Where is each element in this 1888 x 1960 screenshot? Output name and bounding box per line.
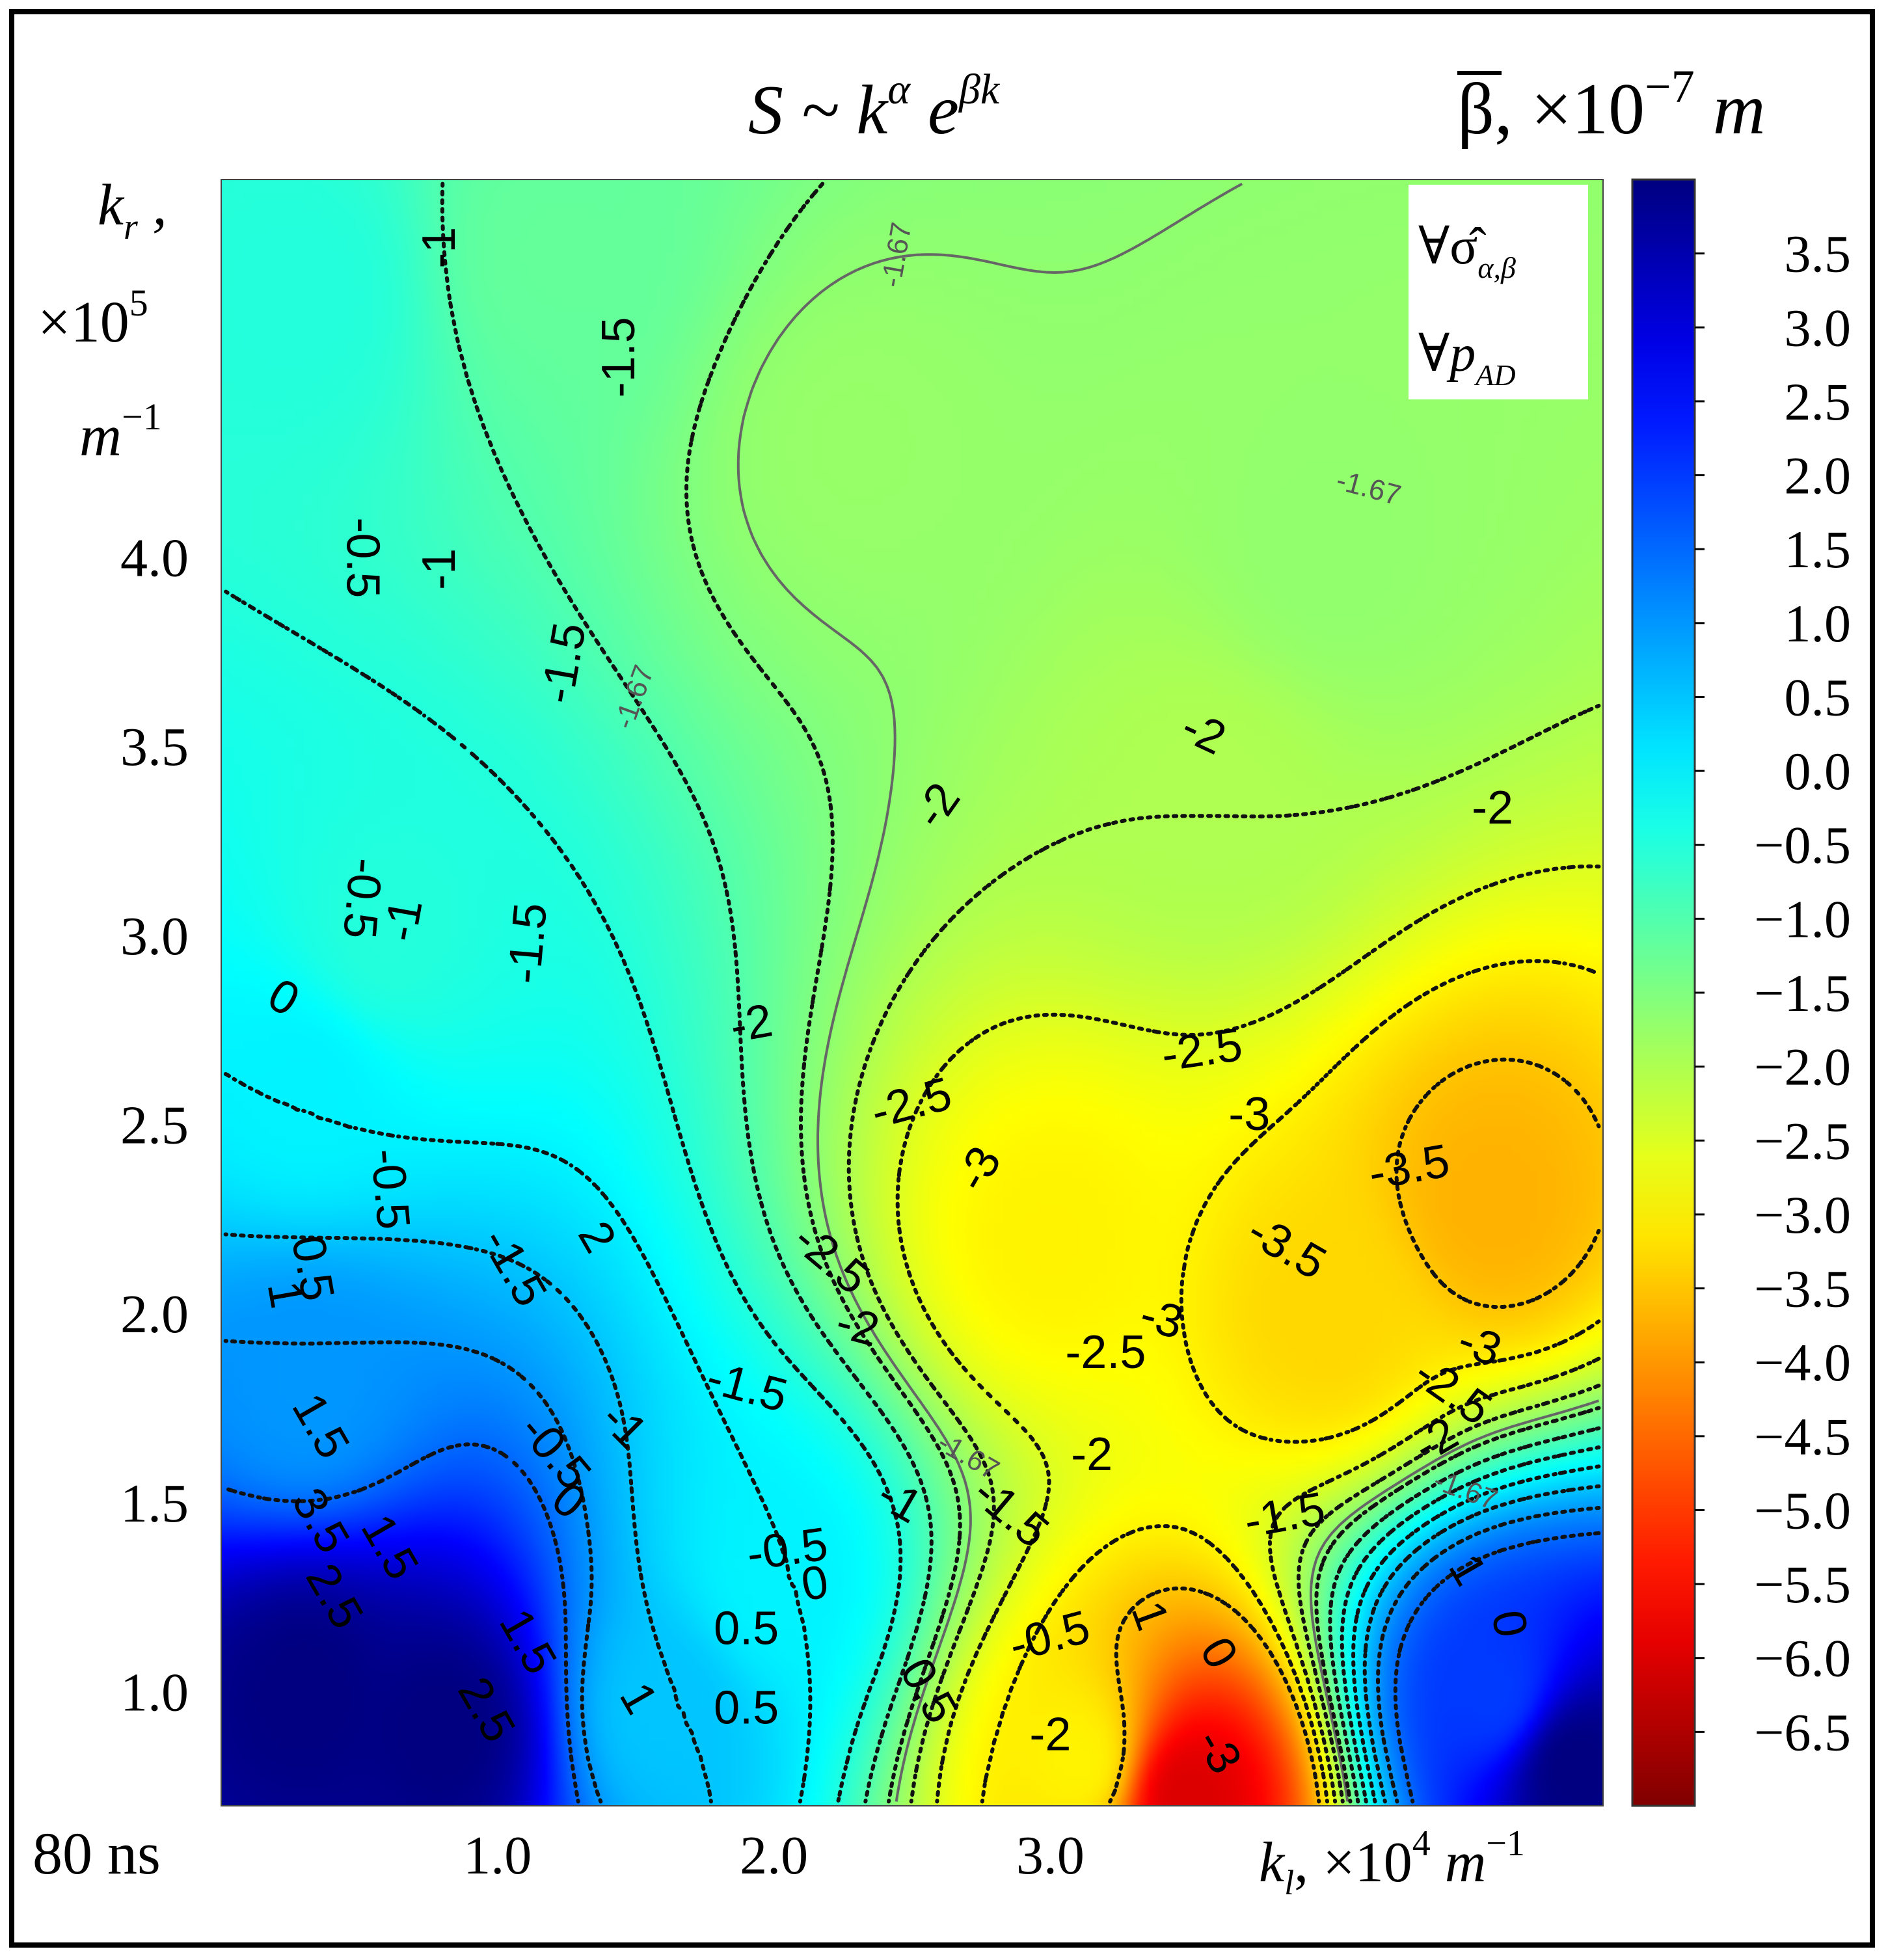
colorbar-tick-label: −1.5 — [1754, 963, 1851, 1023]
plot-area — [221, 179, 1604, 1806]
colorbar-ticks: 3.5 3.0 2.5 2.0 1.5 1.0 0.5 0.0 −0.5 −1.0 −1.5 −2.0… — [1695, 224, 1851, 1762]
legend-sub1: α,β — [1477, 251, 1516, 284]
contour-line — [846, 703, 1601, 1804]
contour-label: -1.5 — [498, 901, 558, 986]
colorbar-tick-label: −6.5 — [1754, 1702, 1851, 1762]
contour-lines — [223, 181, 1601, 1804]
legend-box: ∀σ̂α,β ∀pAD — [1409, 185, 1588, 399]
colorbar-tick-label: −5.0 — [1754, 1481, 1851, 1540]
y-tick-label: 4.0 — [120, 528, 189, 588]
y-axis-ticks: 1.0 1.5 2.0 2.5 3.0 3.5 4.0 — [120, 528, 189, 1723]
contour-line — [440, 181, 1601, 1804]
contour-line — [223, 1442, 1601, 1804]
contour-label: -2.5 — [1065, 1326, 1146, 1378]
colorbar-tick-label: 1.0 — [1785, 594, 1852, 653]
legend-sub2: AD — [1474, 358, 1515, 392]
contour-label: -0.5 — [333, 856, 392, 941]
colorbar-tick-label: −5.5 — [1754, 1555, 1851, 1614]
y-tick-label: 1.5 — [120, 1473, 189, 1534]
svg-text:∀σ̂α,β: ∀σ̂α,β — [1418, 218, 1516, 284]
contour-label: 0.5 — [714, 1603, 779, 1655]
legend-line2: ∀p — [1418, 325, 1476, 383]
y-axis-label: kr , ×105 m−1 — [38, 173, 167, 468]
contour-label: -3 — [1228, 1088, 1270, 1140]
contour-label: -2 — [1472, 782, 1513, 834]
heatmap-field — [221, 180, 1603, 1806]
contour-label: -2 — [726, 994, 776, 1053]
contour-label: 0.5 — [282, 1231, 344, 1304]
svg-text:kr ,: kr , — [98, 173, 167, 247]
y-tick-label: 2.0 — [120, 1284, 189, 1345]
contour-label: -2 — [1071, 1429, 1113, 1481]
svg-text:∀pAD: ∀pAD — [1418, 325, 1516, 392]
y-tick-label: 1.0 — [120, 1663, 189, 1723]
colorbar-tick-label: −3.5 — [1754, 1259, 1851, 1319]
contour-line — [895, 864, 1601, 1804]
colorbar-tick-label: 3.5 — [1785, 224, 1852, 284]
contour-label: -1 — [374, 895, 433, 945]
svg-text:m−1: m−1 — [79, 396, 162, 468]
contour-label: -2 — [1029, 1708, 1071, 1760]
y-tick-label: 3.0 — [120, 906, 189, 967]
contour-label: -1.5 — [593, 317, 645, 397]
colorbar-tick-label: 2.5 — [1785, 372, 1852, 431]
chart-title: S ~ kα eβk — [748, 66, 1001, 149]
colorbar-tick-label: −3.0 — [1754, 1185, 1851, 1244]
contour-line — [223, 589, 1601, 1804]
contour-line — [736, 182, 1600, 1802]
colorbar-tick-label: −4.0 — [1754, 1333, 1851, 1392]
colorbar-tick-label: −2.0 — [1754, 1038, 1851, 1097]
colorbar-tick-label: −6.0 — [1754, 1629, 1851, 1688]
y-tick-label: 2.5 — [120, 1095, 189, 1155]
corner-time-label: 80 ns — [33, 1820, 161, 1886]
contour-line — [223, 1071, 1601, 1804]
colorbar-tick-label: −0.5 — [1754, 816, 1851, 875]
contour-label: -1 — [413, 548, 465, 590]
svg-text:β, ×10−7 m: β, ×10−7 m — [1457, 60, 1766, 150]
x-tick-label: 1.0 — [463, 1825, 532, 1886]
colorbar-tick-label: 0.5 — [1785, 667, 1852, 727]
x-tick-label: 3.0 — [1016, 1825, 1085, 1886]
contour-label: -1 — [413, 227, 465, 269]
contour-line — [223, 1232, 1601, 1804]
contour-label: -2.5 — [1158, 1019, 1245, 1081]
colorbar-tick-label: 0.0 — [1785, 742, 1852, 801]
colorbar-label: β, ×10−7 m — [1457, 60, 1766, 150]
svg-text:×105: ×105 — [38, 282, 148, 355]
contour-line — [1108, 1057, 1601, 1804]
colorbar-tick-label: 3.0 — [1785, 298, 1852, 357]
y-tick-label: 3.5 — [120, 717, 189, 777]
x-tick-label: 2.0 — [740, 1825, 808, 1886]
colorbar — [1631, 178, 1696, 1807]
colorbar-tick-label: 2.0 — [1785, 446, 1852, 505]
contour-line — [223, 1339, 1601, 1804]
x-axis-label: kl, ×104 m−1 — [1259, 1823, 1525, 1902]
contour-label: 0.5 — [714, 1682, 779, 1734]
contour-label: -0.5 — [336, 517, 388, 598]
colorbar-tick-label: −2.5 — [1754, 1111, 1851, 1170]
colorbar-tick-label: −1.0 — [1754, 889, 1851, 948]
legend-line1: ∀σ̂ — [1418, 218, 1486, 275]
x-axis-ticks: 1.0 2.0 3.0 — [463, 1825, 1085, 1886]
colorbar-tick-label: 1.5 — [1785, 520, 1852, 579]
contour-line — [684, 181, 1601, 1804]
colorbar-tick-label: −4.5 — [1754, 1407, 1851, 1466]
heatmap-raster — [221, 180, 1603, 1806]
contour-label: -0.5 — [361, 1147, 420, 1232]
contour-line — [980, 959, 1601, 1804]
contour-label: -0.5 — [744, 1518, 831, 1580]
